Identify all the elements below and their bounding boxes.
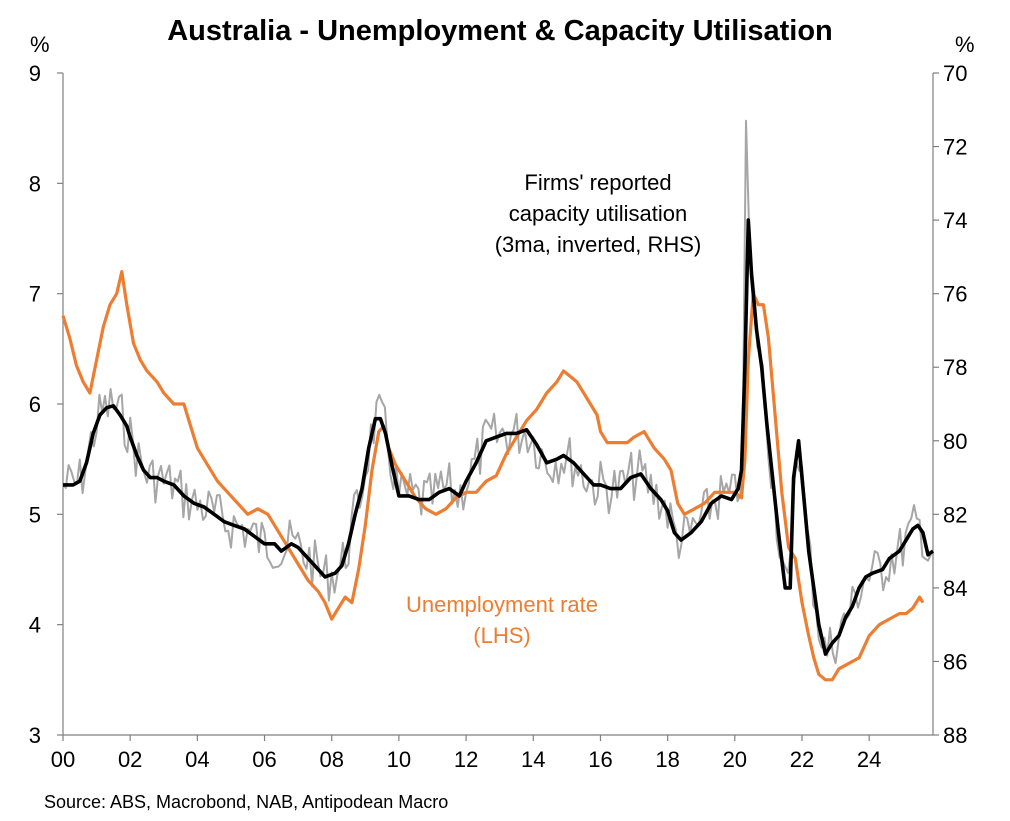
x-tick-label: 24 <box>857 747 881 772</box>
right-tick-label: 86 <box>943 649 967 674</box>
x-tick-label: 00 <box>51 747 75 772</box>
x-tick-label: 20 <box>723 747 747 772</box>
unemployment-label: (LHS) <box>473 623 530 648</box>
right-tick-label: 80 <box>943 429 967 454</box>
x-tick-label: 10 <box>387 747 411 772</box>
left-tick-label: 8 <box>29 171 41 196</box>
x-tick-label: 18 <box>655 747 679 772</box>
x-tick-label: 14 <box>521 747 545 772</box>
chart-title: Australia - Unemployment & Capacity Util… <box>167 15 833 47</box>
left-tick-label: 5 <box>29 502 41 527</box>
left-tick-label: 9 <box>29 61 41 86</box>
right-tick-label: 84 <box>943 576 967 601</box>
left-axis-unit: % <box>30 32 50 57</box>
right-tick-label: 70 <box>943 61 967 86</box>
right-tick-label: 76 <box>943 282 967 307</box>
left-tick-label: 7 <box>29 282 41 307</box>
left-tick-label: 4 <box>29 613 41 638</box>
right-tick-label: 72 <box>943 135 967 160</box>
x-tick-label: 08 <box>319 747 343 772</box>
right-tick-label: 88 <box>943 723 967 748</box>
capacity-monthly-line <box>62 119 932 665</box>
right-tick-label: 78 <box>943 355 967 380</box>
x-tick-label: 04 <box>185 747 209 772</box>
x-tick-label: 06 <box>252 747 276 772</box>
x-tick-label: 22 <box>790 747 814 772</box>
x-tick-label: 02 <box>118 747 142 772</box>
right-tick-label: 74 <box>943 208 967 233</box>
capacity-label: Firms' reported <box>524 170 671 195</box>
series-layer <box>61 119 935 682</box>
capacity-utilisation-line <box>63 218 935 656</box>
left-tick-label: 3 <box>29 723 41 748</box>
source-note: Source: ABS, Macrobond, NAB, Antipodean … <box>44 792 448 812</box>
capacity-label: capacity utilisation <box>509 201 688 226</box>
x-tick-label: 16 <box>588 747 612 772</box>
annotations-layer: Firms' reported capacity utilisation (3ma,… <box>406 170 701 648</box>
unemployment-line <box>61 270 925 682</box>
x-tick-label: 12 <box>454 747 478 772</box>
left-tick-label: 6 <box>29 392 41 417</box>
right-axis-unit: % <box>955 32 975 57</box>
capacity-label: (3ma, inverted, RHS) <box>495 232 702 257</box>
right-tick-label: 82 <box>943 502 967 527</box>
unemployment-label: Unemployment rate <box>406 592 598 617</box>
